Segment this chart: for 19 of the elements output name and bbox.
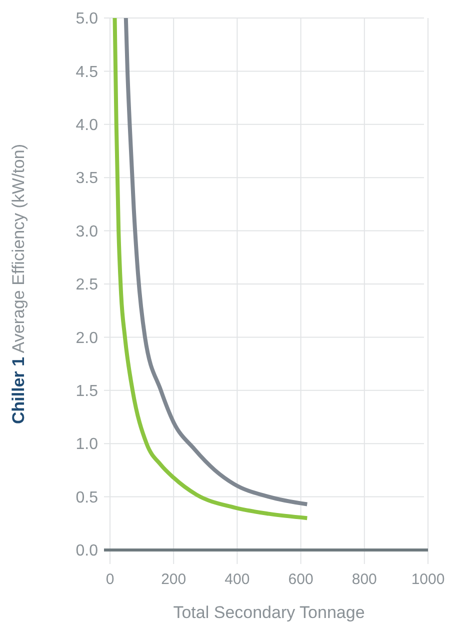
y-tick-label: 2.0 — [76, 330, 98, 347]
y-tick-label: 0.0 — [76, 542, 98, 560]
x-tick-label: 0 — [106, 571, 114, 588]
y-tick-label: 5.0 — [76, 10, 98, 28]
x-axis-title: Total Secondary Tonnage — [173, 603, 365, 622]
x-tick-label: 1000 — [411, 571, 445, 588]
y-tick-label: 1.0 — [76, 436, 98, 454]
y-tick-label: 2.5 — [76, 276, 98, 294]
y-tick-label: 3.0 — [76, 223, 98, 240]
x-tick-label: 600 — [288, 571, 314, 588]
y-tick-label: 4.5 — [76, 64, 98, 81]
x-tick-label: 400 — [224, 571, 250, 588]
y-tick-label: 0.5 — [76, 489, 98, 506]
y-axis-title: Chiller 1 Average Efficiency (kW/ton) — [9, 144, 28, 424]
x-tick-label: 200 — [161, 571, 186, 588]
y-tick-label: 4.0 — [76, 117, 98, 134]
y-tick-label: 3.5 — [76, 170, 98, 188]
y-tick-label: 1.5 — [76, 383, 98, 400]
x-tick-label: 800 — [352, 571, 377, 588]
